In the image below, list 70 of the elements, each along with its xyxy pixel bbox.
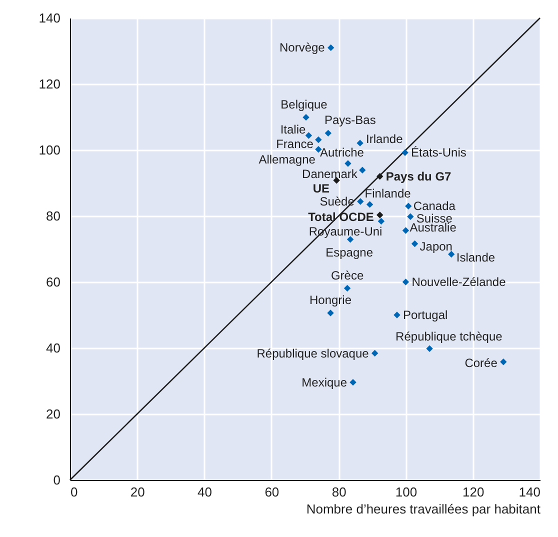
x-tick-label: 120 [462,484,484,500]
x-axis-title: Nombre d’heures travaillées par habitant [306,502,541,516]
annotation: Japon [420,240,452,254]
x-tick-label: 40 [198,484,212,500]
x-tick-label: 140 [518,484,540,500]
annotation: UE [312,181,330,196]
annotation: Total OCDE [308,210,374,224]
point [402,227,410,234]
point [302,114,310,121]
y-tick-label: 140 [38,10,60,26]
x-tick-label: 60 [264,484,280,500]
x-tick-label: 20 [130,484,145,500]
annotation: Suède [320,194,355,208]
point [344,160,352,167]
annotation: États-Unis [411,146,466,160]
annotation: République tchèque [396,330,503,344]
point [356,140,364,146]
annotation: Canada [413,199,456,214]
point [402,278,410,286]
annotation: Italie [280,122,306,136]
point [376,173,384,180]
point [394,312,400,318]
point [426,345,433,352]
annotation: Irlande [366,132,404,146]
annotation: Autriche [320,146,364,160]
annotation: Danemark [302,167,358,182]
annotation: République slovaque [256,346,370,360]
point [357,198,364,205]
point [371,350,378,357]
x-tick-label: 0 [70,484,78,500]
point [402,149,408,156]
x-tick-label: 100 [395,484,418,500]
point [378,218,385,225]
point [327,44,334,52]
annotation: Portugal [402,308,448,322]
y-tick-label: 100 [38,142,60,158]
annotation: Espagne [326,245,374,260]
point [407,213,414,220]
annotation: Islande [456,250,496,264]
point [305,132,312,139]
annotation: Grèce [330,268,364,282]
point [366,201,374,208]
annotation: Pays-Bas [324,113,376,128]
point [405,202,412,210]
point [315,136,322,144]
annotation: Nouvelle-Zélande [412,275,506,289]
point [324,130,332,137]
y-tick-label: 40 [46,340,60,356]
y-tick-label: 60 [46,274,60,290]
point [500,358,507,366]
y-tick-label: 0 [53,472,60,488]
point [327,310,334,316]
annotation: Allemagne [258,152,316,166]
y-tick-label: 120 [38,76,60,92]
annotation: Mexique [302,375,348,390]
point [350,378,356,386]
annotation: France [276,136,314,151]
annotation: Belgique [280,97,328,112]
annotation: Hongrie [310,293,352,308]
point [411,240,418,248]
annotation: Finlande [364,186,412,200]
y-tick-label: 80 [46,208,60,224]
annotation: Pays du G7 [386,169,452,184]
point [359,166,366,174]
annotation: Corée [464,356,498,370]
point [376,212,384,218]
y-tick-label: 20 [46,406,60,422]
x-tick-label: 80 [332,484,346,500]
annotation: Norvège [279,40,326,55]
point [344,284,351,292]
